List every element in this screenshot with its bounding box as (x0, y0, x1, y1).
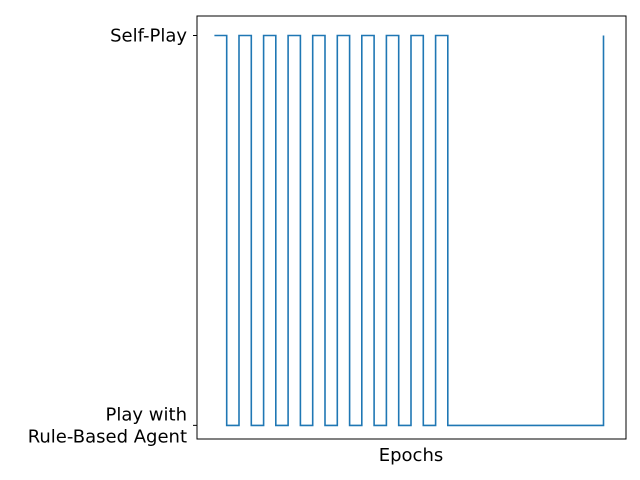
y-tick-label: Self-Play (110, 26, 187, 47)
plot-area (214, 34, 605, 427)
y-tick-label: Play with (106, 404, 187, 425)
y-tick-label: Rule-Based Agent (28, 426, 187, 447)
x-axis-label: Epochs (379, 445, 444, 466)
series-line-0 (214, 34, 605, 427)
axes-frame (196, 15, 627, 440)
